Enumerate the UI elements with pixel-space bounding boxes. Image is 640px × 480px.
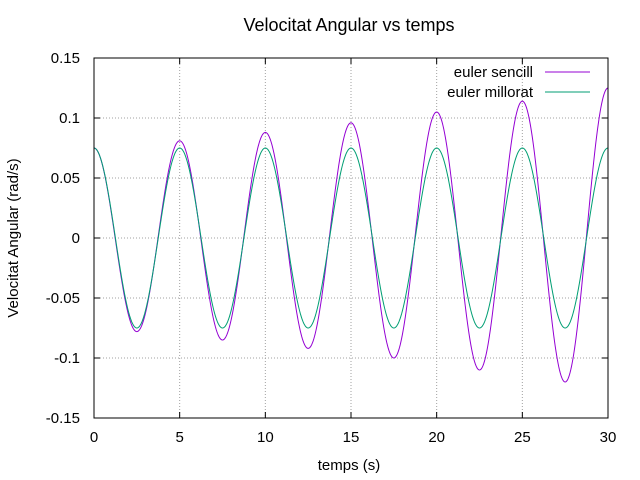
chart-title: Velocitat Angular vs temps — [243, 15, 454, 35]
y-tick-label: 0.15 — [51, 50, 80, 67]
x-tick-label: 10 — [257, 429, 274, 446]
axis-ticks: 0 5 10 15 20 25 30 -0.15 -0.1 -0.05 0 0.05 0.1 0.15 — [46, 50, 617, 446]
y-tick-label: 0 — [72, 230, 80, 247]
y-tick-label: -0.1 — [54, 350, 80, 367]
y-tick-label: 0.1 — [59, 110, 80, 127]
x-tick-label: 5 — [175, 429, 183, 446]
y-tick-label: 0.05 — [51, 170, 80, 187]
x-tick-label: 20 — [428, 429, 445, 446]
legend: euler sencill euler millorat — [447, 64, 590, 101]
grid-lines — [94, 58, 608, 418]
series-line-1 — [93, 147, 609, 329]
x-tick-label: 30 — [600, 429, 617, 446]
x-tick-label: 15 — [343, 429, 360, 446]
y-axis-label: Velocitat Angular (rad/s) — [5, 158, 22, 317]
legend-label: euler millorat — [447, 84, 534, 101]
y-tick-label: -0.05 — [46, 290, 80, 307]
legend-label: euler sencill — [454, 64, 533, 81]
series-lines — [93, 87, 609, 383]
x-tick-label: 25 — [514, 429, 531, 446]
series-line-0 — [93, 87, 609, 383]
y-tick-label: -0.15 — [46, 410, 80, 427]
x-tick-label: 0 — [90, 429, 98, 446]
x-axis-label: temps (s) — [318, 457, 381, 474]
